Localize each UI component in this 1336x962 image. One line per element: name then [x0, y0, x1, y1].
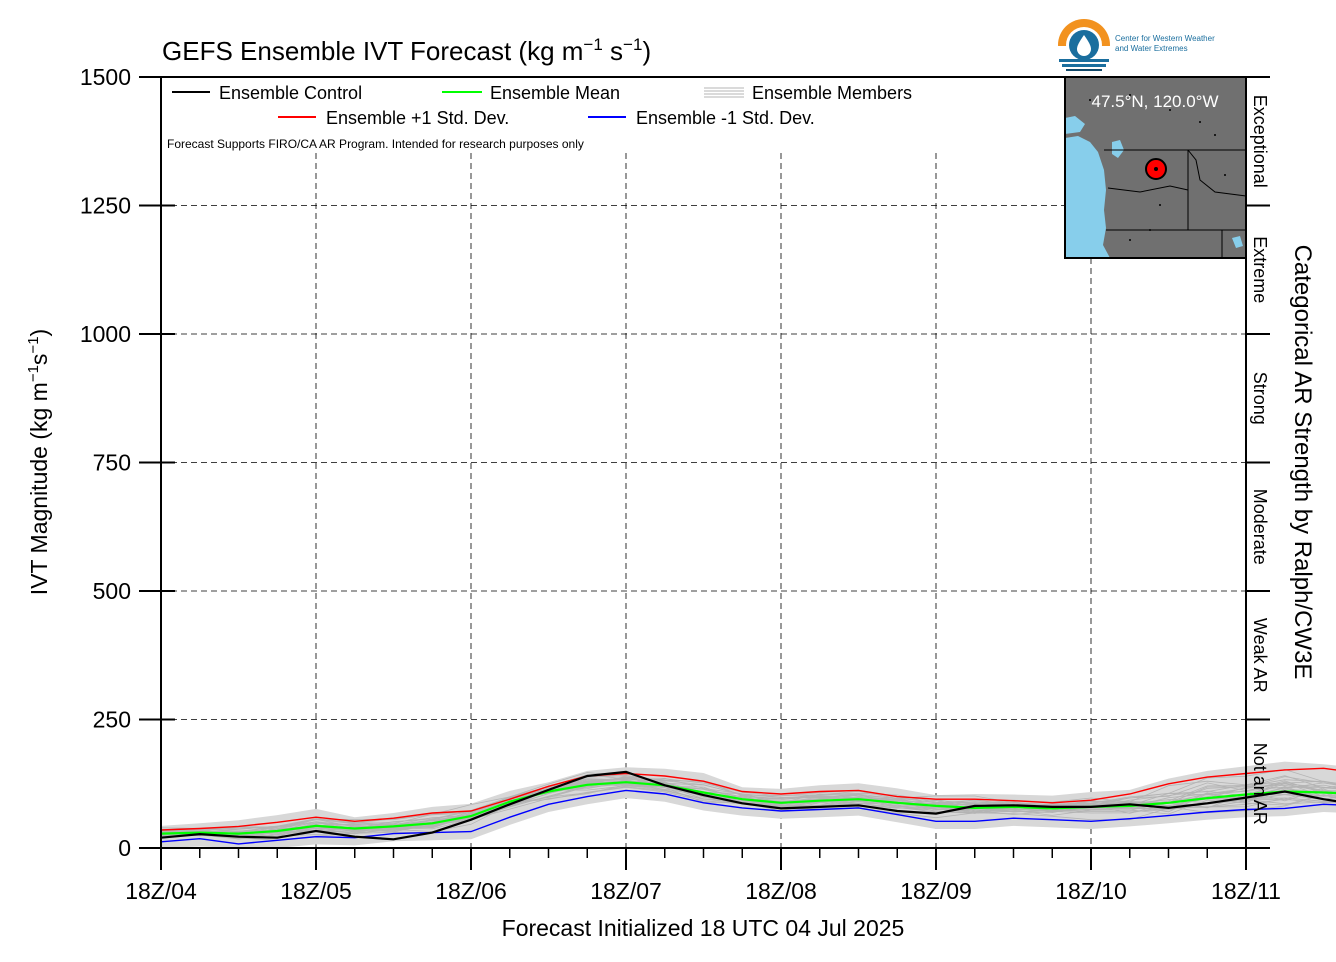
y-tick-label: 250	[93, 707, 131, 733]
category-label: Weak AR	[1250, 618, 1270, 693]
y-tick-label: 1500	[80, 64, 131, 90]
x-tick-label: 18Z/09	[900, 878, 972, 904]
category-label: Extreme	[1250, 236, 1270, 303]
y-tick-label: 500	[93, 578, 131, 604]
inset-frame	[1064, 76, 1247, 259]
category-label: Moderate	[1250, 489, 1270, 565]
inset-specks	[1089, 94, 1226, 241]
logo-text-line2: and Water Extremes	[1115, 44, 1188, 53]
y-axis-label: IVT Magnitude (kg m−1s−1)	[25, 329, 52, 595]
category-label: Not an AR	[1250, 743, 1270, 825]
inset-borders	[1104, 149, 1247, 258]
x-tick-label: 18Z/08	[745, 878, 817, 904]
svg-text:Categorical AR Strength by Ral: Categorical AR Strength by Ralph/CW3E	[1289, 245, 1316, 680]
inset-ocean	[1065, 136, 1110, 258]
x-tick-label: 18Z/06	[435, 878, 507, 904]
x-tick-label: 18Z/05	[280, 878, 352, 904]
x-tick-label: 18Z/11	[1211, 878, 1281, 904]
svg-text:IVT Magnitude (kg m−1s−1): IVT Magnitude (kg m−1s−1)	[25, 329, 52, 595]
grid	[161, 153, 1246, 848]
inset-strait	[1065, 116, 1085, 134]
legend-control-label: Ensemble Control	[219, 83, 362, 103]
x-axis-label: Forecast Initialized 18 UTC 04 Jul 2025	[502, 915, 905, 941]
right-axis-label: Categorical AR Strength by Ralph/CW3E	[1289, 245, 1316, 680]
y-tick-label: 1000	[80, 321, 131, 347]
chart-title: GEFS Ensemble IVT Forecast (kg m−1 s−1)	[162, 35, 651, 66]
inset-sound	[1112, 140, 1124, 158]
y-tick-label: 0	[118, 835, 131, 861]
legend-mean-label: Ensemble Mean	[490, 83, 620, 103]
category-label: Strong	[1250, 372, 1270, 425]
legend: Ensemble Control Ensemble Mean Ensemble …	[167, 83, 912, 151]
legend-plus-label: Ensemble +1 Std. Dev.	[326, 108, 509, 128]
location-marker-dot	[1154, 167, 1158, 171]
logo-text-line1: Center for Western Weather	[1115, 34, 1215, 43]
disclaimer-note: Forecast Supports FIRO/CA AR Program. In…	[167, 137, 584, 151]
legend-minus-label: Ensemble -1 Std. Dev.	[636, 108, 815, 128]
cw3e-logo: Center for Western Weather and Water Ext…	[1058, 19, 1215, 72]
x-tick-label: 18Z/04	[125, 878, 197, 904]
y-tick-label: 1250	[80, 193, 131, 219]
y-tick-label: 750	[93, 450, 131, 476]
category-label: Exceptional	[1250, 95, 1270, 188]
axes: 0 250 500 750 1000 1250 1500 18Z/04 18Z/05 18Z/06…	[80, 64, 1281, 904]
legend-members-swatch	[704, 87, 744, 98]
x-tick-label: 18Z/07	[590, 878, 662, 904]
inset-coordinate-label: 47.5°N, 120.0°W	[1092, 92, 1219, 111]
legend-members-label: Ensemble Members	[752, 83, 912, 103]
inset-lake	[1232, 236, 1243, 248]
location-inset-map: 47.5°N, 120.0°W	[1064, 76, 1247, 259]
x-tick-label: 18Z/10	[1055, 878, 1127, 904]
logo-drop-icon	[1077, 35, 1091, 56]
